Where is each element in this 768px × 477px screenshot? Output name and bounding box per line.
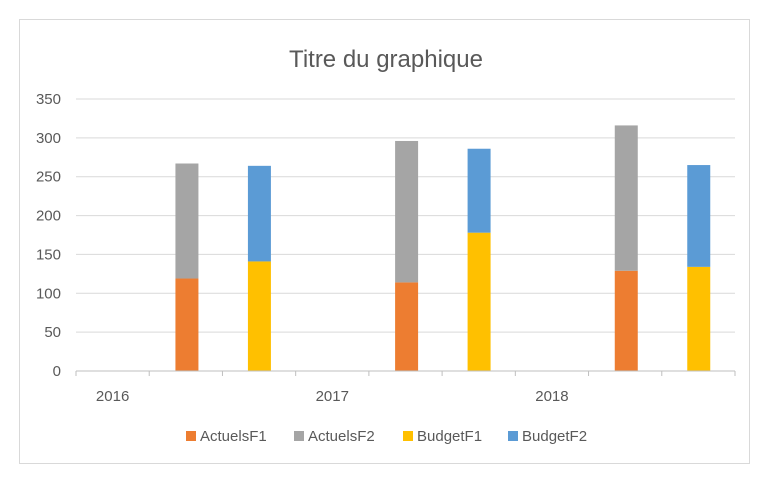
legend-label: BudgetF1 [417, 428, 482, 445]
legend-label: ActuelsF2 [308, 428, 375, 445]
y-tick-label: 100 [36, 285, 61, 302]
bar-2016-ActuelsF1 [175, 278, 199, 371]
y-tick-label: 50 [44, 324, 61, 341]
y-tick-label: 250 [36, 169, 61, 186]
bar-2016-BudgetF1 [247, 261, 271, 371]
bar-2017-BudgetF2 [467, 148, 491, 233]
legend-swatch [294, 431, 304, 441]
legend-swatch [508, 431, 518, 441]
legend-label: ActuelsF1 [200, 428, 267, 445]
y-axis-ticks: 0 50 100 150 200 250 300 350 [36, 91, 61, 380]
bars [175, 125, 711, 371]
legend-label: BudgetF2 [522, 428, 587, 445]
legend-swatch [403, 431, 413, 441]
legend-item-ActuelsF1: ActuelsF1 [186, 428, 267, 445]
bar-2016-ActuelsF2 [175, 163, 199, 279]
legend-item-BudgetF2: BudgetF2 [508, 428, 587, 445]
bar-2018-BudgetF2 [687, 165, 711, 267]
x-axis: 2016 2017 2018 [75, 370, 736, 405]
bar-2018-ActuelsF2 [614, 125, 638, 271]
legend-swatch [186, 431, 196, 441]
y-tick-label: 0 [53, 363, 61, 380]
y-tick-label: 350 [36, 91, 61, 108]
bar-2018-BudgetF1 [687, 266, 711, 371]
legend: ActuelsF1 ActuelsF2 BudgetF1 BudgetF2 [186, 428, 587, 445]
bar-2016-BudgetF2 [247, 165, 271, 262]
chart-title: Titre du graphique [289, 46, 483, 73]
bar-2017-ActuelsF2 [395, 140, 419, 283]
x-tick-label: 2017 [316, 388, 349, 405]
x-tick-label: 2016 [96, 388, 129, 405]
y-tick-label: 200 [36, 208, 61, 225]
bar-2017-BudgetF1 [467, 232, 491, 371]
bar-2017-ActuelsF1 [395, 282, 419, 371]
y-tick-label: 150 [36, 246, 61, 263]
bar-2018-ActuelsF1 [614, 270, 638, 371]
x-tick-label: 2018 [535, 388, 568, 405]
y-tick-label: 300 [36, 130, 61, 147]
legend-item-ActuelsF2: ActuelsF2 [294, 428, 375, 445]
legend-item-BudgetF1: BudgetF1 [403, 428, 482, 445]
